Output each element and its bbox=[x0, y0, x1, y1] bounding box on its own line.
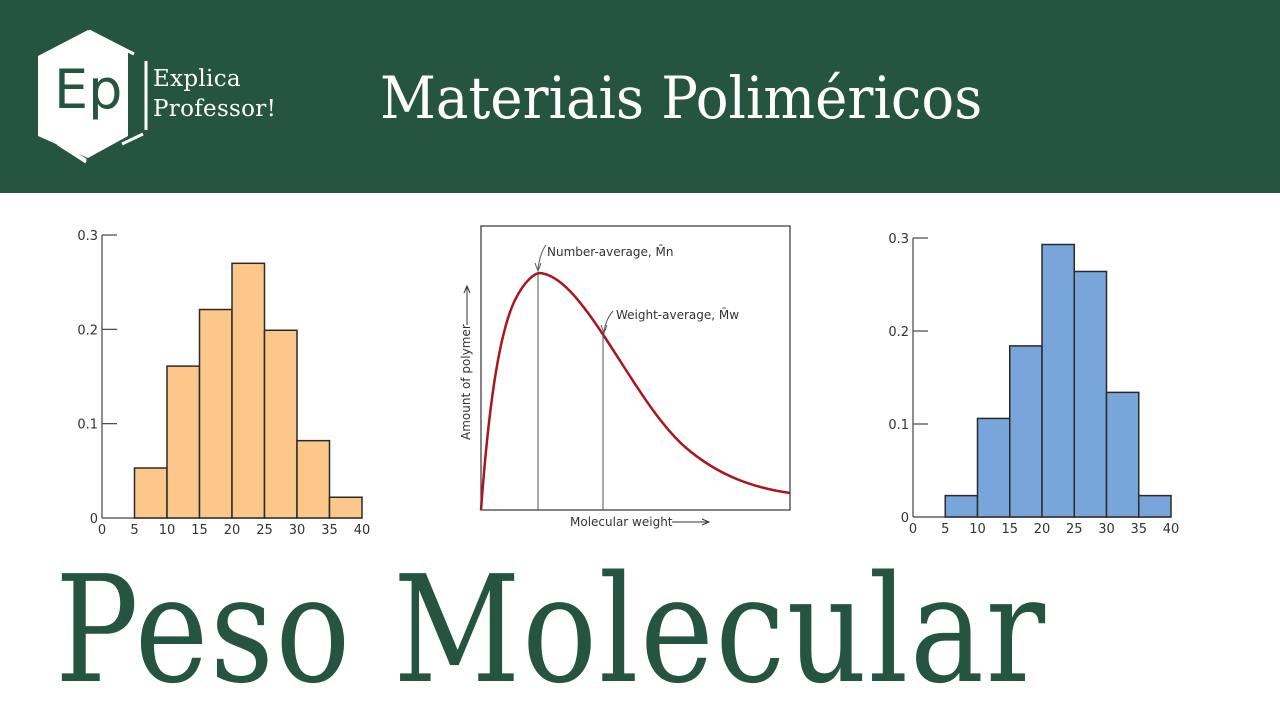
x-tick-label: 15 bbox=[191, 523, 208, 538]
histogram-bar bbox=[296, 439, 331, 519]
distribution-curve bbox=[479, 271, 791, 511]
main-heading: Peso Molecular bbox=[55, 544, 1047, 716]
y-tick-label: 0.1 bbox=[77, 418, 98, 433]
histogram-bar bbox=[231, 262, 266, 519]
histogram-bar bbox=[1009, 345, 1043, 518]
y-tick-label: 0.2 bbox=[77, 323, 98, 338]
x-tick-label: 35 bbox=[1130, 522, 1147, 537]
x-tick-label: 40 bbox=[354, 523, 371, 538]
histogram-bar bbox=[1041, 243, 1075, 518]
y-tick-label: 0.3 bbox=[888, 232, 909, 247]
x-tick-label: 30 bbox=[289, 523, 306, 538]
histogram-right: 0 0.1 0.2 0.3 0 5 10 15 20 25 30 35 40 bbox=[888, 232, 1180, 537]
histogram-bar bbox=[944, 494, 979, 518]
x-tick-label: 40 bbox=[1163, 522, 1180, 537]
histogram-bar bbox=[976, 417, 1011, 518]
histogram-bar bbox=[1073, 270, 1108, 518]
header-banner: Ep Explica Professor! Materiais Poliméri… bbox=[0, 0, 1280, 193]
histogram-bar bbox=[1138, 494, 1172, 518]
hexagon-logo-icon bbox=[38, 29, 148, 164]
y-tick-label: 0.3 bbox=[77, 229, 98, 244]
x-tick-label: 10 bbox=[969, 522, 986, 537]
histogram-bar bbox=[133, 467, 168, 519]
x-tick-label: 25 bbox=[256, 523, 273, 538]
y-tick-label: 0 bbox=[90, 512, 98, 527]
x-tick-label: 20 bbox=[1034, 522, 1051, 537]
logo-initials: Ep bbox=[54, 58, 123, 121]
x-tick-label: 10 bbox=[159, 523, 176, 538]
histogram-bar bbox=[166, 365, 201, 519]
x-tick-label: 0 bbox=[909, 522, 917, 537]
logo-line-1: Explica bbox=[153, 66, 241, 92]
annotation-number-average: Number-average, M̄n bbox=[547, 245, 673, 259]
y-axis-label: Amount of polymer bbox=[459, 324, 473, 440]
x-tick-label: 25 bbox=[1066, 522, 1083, 537]
histogram-bar bbox=[198, 308, 233, 519]
annotation-weight-average: Weight-average, M̄w bbox=[616, 308, 739, 322]
histogram-bar bbox=[263, 329, 298, 519]
molecular-weight-distribution-chart: Number-average, M̄n Weight-average, M̄w … bbox=[459, 225, 791, 529]
logo-text: Explica Professor! bbox=[153, 64, 276, 124]
x-axis-label: Molecular weight bbox=[570, 515, 673, 529]
x-tick-label: 15 bbox=[1001, 522, 1018, 537]
plot-frame bbox=[480, 225, 791, 511]
histogram-bar bbox=[328, 496, 363, 519]
x-tick-label: 0 bbox=[98, 523, 106, 538]
y-tick-label: 0 bbox=[901, 511, 909, 526]
x-tick-label: 5 bbox=[941, 522, 949, 537]
histogram-left: 0 0.1 0.2 0.3 0 5 10 15 20 25 30 35 40 bbox=[77, 229, 371, 538]
x-tick-label: 35 bbox=[321, 523, 338, 538]
x-tick-label: 5 bbox=[130, 523, 138, 538]
y-tick-label: 0.2 bbox=[888, 325, 909, 340]
y-tick-label: 0.1 bbox=[888, 418, 909, 433]
page-title: Materiais Poliméricos bbox=[380, 64, 983, 132]
x-tick-label: 30 bbox=[1098, 522, 1115, 537]
logo-line-2: Professor! bbox=[153, 96, 277, 122]
histogram-bar bbox=[1105, 391, 1140, 518]
x-tick-label: 20 bbox=[224, 523, 241, 538]
